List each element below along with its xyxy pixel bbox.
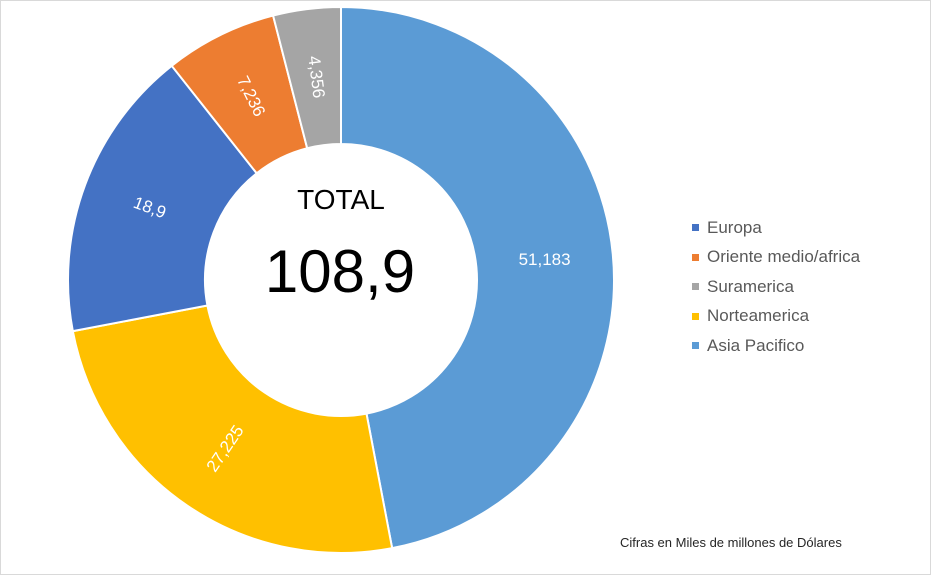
slice-asia-pacifico [340,5,615,550]
legend-label-suramerica: Suramerica [707,276,794,296]
legend: Europa Oriente medio/africa Suramerica N… [692,213,860,361]
legend-item-suramerica: Suramerica [692,272,860,302]
legend-label-norteamerica: Norteamerica [707,306,810,326]
footnote: Cifras en Miles de millones de Dólares [620,535,842,550]
legend-label-europa: Europa [707,217,762,237]
legend-label-asia-pacifico: Asia Pacifico [707,335,805,355]
slice-suramerica [271,5,342,150]
slice-europa [67,64,259,333]
legend-swatch-suramerica [692,283,699,291]
center-title: TOTAL [297,184,385,215]
legend-item-europa: Europa [692,213,860,243]
legend-item-asia-pacifico: Asia Pacifico [692,331,860,361]
legend-item-oriente-medio-africa: Oriente medio/africa [692,243,860,273]
legend-swatch-norteamerica [692,312,699,320]
slices-group [67,5,615,554]
legend-swatch-europa [692,224,699,232]
data-label-asia-pacifico: 51,183 [519,250,571,269]
center-value: 108,9 [265,238,415,305]
legend-swatch-oriente-medio-africa [692,253,699,261]
legend-label-oriente-medio-africa: Oriente medio/africa [707,247,861,267]
slice-norteamerica [71,304,394,554]
legend-swatch-asia-pacifico [692,342,699,350]
legend-item-norteamerica: Norteamerica [692,302,860,332]
